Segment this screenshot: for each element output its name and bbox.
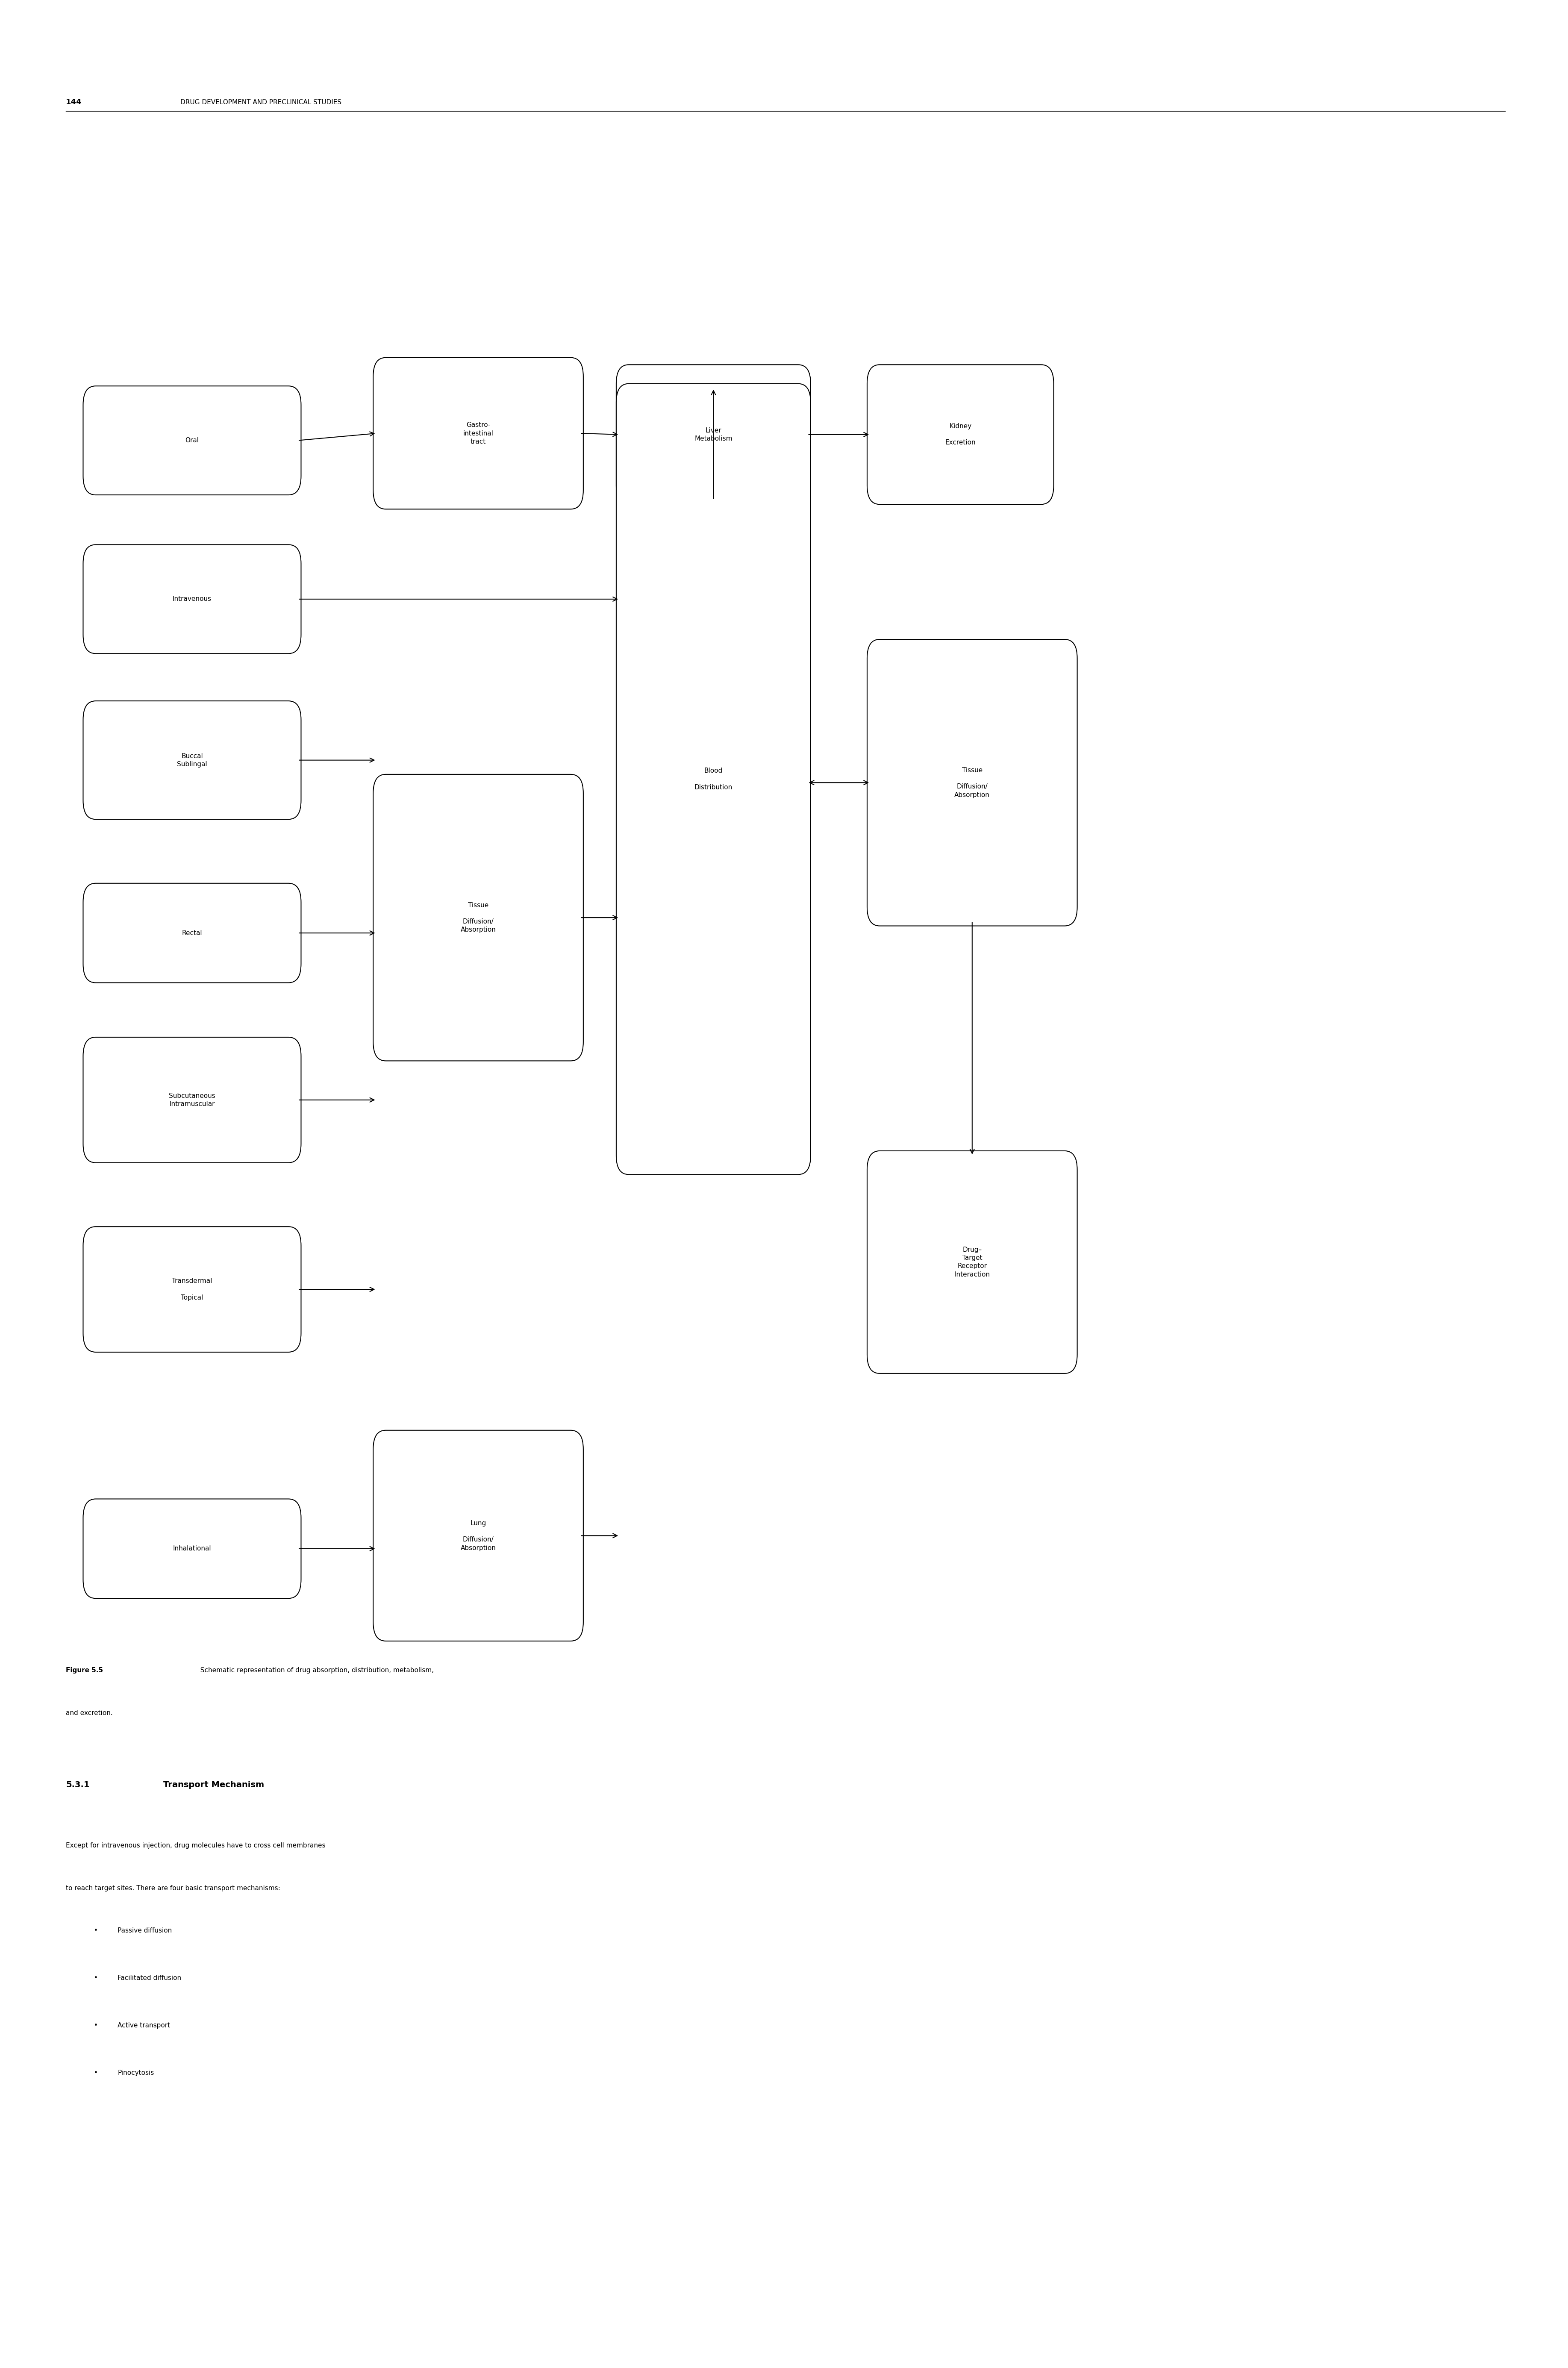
Text: 144: 144 <box>66 97 82 107</box>
FancyBboxPatch shape <box>83 386 301 495</box>
Text: Subcutaneous
Intramuscular: Subcutaneous Intramuscular <box>169 1092 215 1108</box>
Text: Transdermal

Topical: Transdermal Topical <box>172 1279 212 1300</box>
Text: Oral: Oral <box>185 438 199 443</box>
FancyBboxPatch shape <box>867 1151 1077 1373</box>
Text: Except for intravenous injection, drug molecules have to cross cell membranes: Except for intravenous injection, drug m… <box>66 1842 326 1849</box>
FancyBboxPatch shape <box>373 1430 583 1641</box>
FancyBboxPatch shape <box>83 1227 301 1352</box>
Text: Tissue

Diffusion/
Absorption: Tissue Diffusion/ Absorption <box>461 902 495 933</box>
Text: Tissue

Diffusion/
Absorption: Tissue Diffusion/ Absorption <box>955 767 989 798</box>
FancyBboxPatch shape <box>867 365 1054 504</box>
FancyBboxPatch shape <box>616 365 811 504</box>
Text: •: • <box>94 1928 97 1935</box>
Text: Liver
Metabolism: Liver Metabolism <box>695 426 732 443</box>
Text: Pinocytosis: Pinocytosis <box>118 2070 154 2077</box>
Text: and excretion.: and excretion. <box>66 1710 113 1717</box>
FancyBboxPatch shape <box>83 701 301 819</box>
Text: Blood

Distribution: Blood Distribution <box>695 767 732 791</box>
Text: DRUG DEVELOPMENT AND PRECLINICAL STUDIES: DRUG DEVELOPMENT AND PRECLINICAL STUDIES <box>180 99 342 107</box>
Text: Gastro-
intestinal
tract: Gastro- intestinal tract <box>463 422 494 445</box>
Text: Transport Mechanism: Transport Mechanism <box>163 1781 263 1788</box>
FancyBboxPatch shape <box>616 384 811 1175</box>
Text: Passive diffusion: Passive diffusion <box>118 1928 172 1935</box>
Text: Buccal
Sublingal: Buccal Sublingal <box>177 753 207 767</box>
Text: Drug–
Target
Receptor
Interaction: Drug– Target Receptor Interaction <box>955 1246 989 1279</box>
Text: to reach target sites. There are four basic transport mechanisms:: to reach target sites. There are four ba… <box>66 1885 281 1892</box>
FancyBboxPatch shape <box>867 639 1077 926</box>
FancyBboxPatch shape <box>83 545 301 654</box>
FancyBboxPatch shape <box>83 1499 301 1598</box>
Text: Schematic representation of drug absorption, distribution, metabolism,: Schematic representation of drug absorpt… <box>196 1667 434 1674</box>
Text: Facilitated diffusion: Facilitated diffusion <box>118 1975 182 1982</box>
Text: •: • <box>94 2070 97 2077</box>
FancyBboxPatch shape <box>83 883 301 983</box>
FancyBboxPatch shape <box>83 1037 301 1163</box>
Text: Inhalational: Inhalational <box>172 1546 212 1551</box>
FancyBboxPatch shape <box>373 358 583 509</box>
Text: Rectal: Rectal <box>182 931 202 935</box>
Text: •: • <box>94 2022 97 2029</box>
Text: 5.3.1: 5.3.1 <box>66 1781 89 1788</box>
FancyBboxPatch shape <box>373 774 583 1061</box>
Text: Active transport: Active transport <box>118 2022 171 2029</box>
Text: Kidney

Excretion: Kidney Excretion <box>946 424 975 445</box>
Text: Figure 5.5: Figure 5.5 <box>66 1667 103 1674</box>
Text: Intravenous: Intravenous <box>172 597 212 601</box>
Text: •: • <box>94 1975 97 1982</box>
Text: Lung

Diffusion/
Absorption: Lung Diffusion/ Absorption <box>461 1520 495 1551</box>
